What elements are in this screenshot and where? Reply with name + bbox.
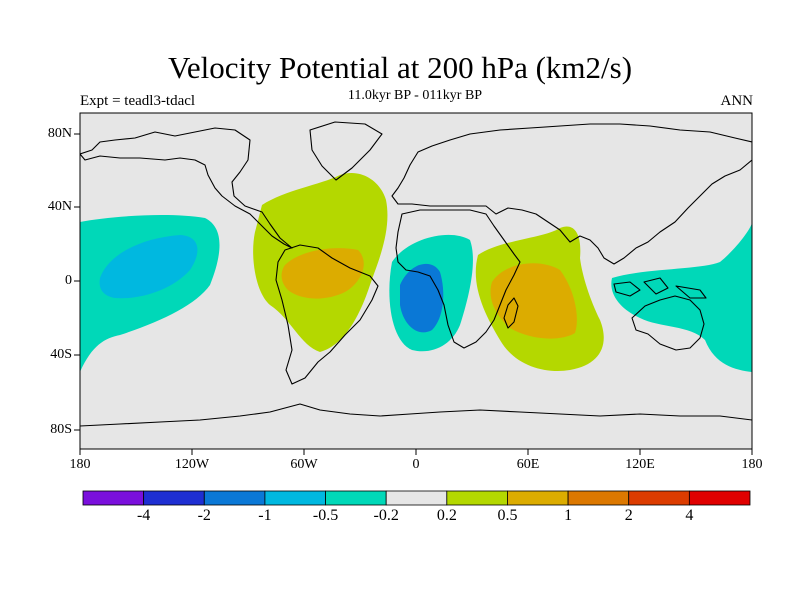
y-tick-label: 40S (50, 347, 72, 362)
colorbar-swatch (82, 490, 145, 506)
south-america-positive-core (281, 248, 364, 299)
x-tick-label: 120E (625, 457, 655, 472)
south-america-coastline (275, 244, 379, 385)
colorbar-label: -4 (136, 507, 151, 524)
y-tick-label: 80N (47, 126, 72, 141)
y-tick-label: 0 (65, 273, 72, 288)
colorbar-swatch (385, 490, 448, 506)
anomaly-fields (80, 121, 752, 427)
colorbar-label: 1 (564, 507, 573, 524)
colorbar-label: 0.2 (436, 507, 457, 524)
plot-title: Velocity Potential at 200 hPa (km2/s) (167, 50, 633, 85)
colorbar-swatch (264, 490, 326, 506)
colorbar-label: 4 (685, 507, 694, 524)
colorbar-swatch (143, 490, 205, 506)
experiment-label: Expt = teadl3-tdacl (80, 93, 196, 109)
colorbar-swatch (628, 490, 690, 506)
colorbar-label: 0.5 (497, 507, 518, 524)
colorbar-swatch (446, 490, 508, 506)
north-pacific-negative-core (99, 235, 198, 299)
y-tick-label: 40N (47, 199, 72, 214)
colorbar-label: -1 (258, 507, 272, 524)
x-tick-label: 0 (412, 457, 420, 472)
north-america-coastline (80, 127, 293, 249)
maritime-continent-coastline (613, 277, 707, 299)
axis-ticks (74, 133, 753, 455)
colorbar-swatch (203, 490, 266, 506)
australia-coastline (631, 295, 705, 351)
colorbar (82, 490, 751, 506)
colorbar-swatch (325, 490, 387, 506)
x-tick-label: 120W (174, 457, 210, 472)
colorbar-swatch (688, 490, 751, 506)
antarctica-coastline (80, 403, 752, 427)
y-tick-label: 80S (50, 422, 72, 437)
greenland-coastline (309, 121, 383, 181)
x-tick-label: 60E (516, 457, 540, 472)
eurasia-coastline (391, 123, 752, 265)
africa-coastline (395, 209, 521, 349)
maritime-continent-negative-anomaly (611, 222, 752, 372)
plot-subtitle: 11.0kyr BP - 011kyr BP (347, 88, 483, 103)
colorbar-label: -0.5 (312, 507, 339, 524)
x-tick-label: 60W (290, 457, 318, 472)
colorbar-label: -2 (197, 507, 211, 524)
x-tick-label: 180 (69, 457, 91, 472)
season-label: ANN (720, 93, 754, 109)
indian-ocean-positive-core (490, 263, 577, 339)
colorbar-label: 2 (624, 507, 633, 524)
colorbar-swatch (567, 490, 630, 506)
x-tick-label: 180 (741, 457, 763, 472)
coastlines (80, 121, 752, 427)
madagascar-coastline (503, 297, 519, 329)
colorbar-swatch (507, 490, 569, 506)
colorbar-label: -0.2 (373, 507, 399, 524)
